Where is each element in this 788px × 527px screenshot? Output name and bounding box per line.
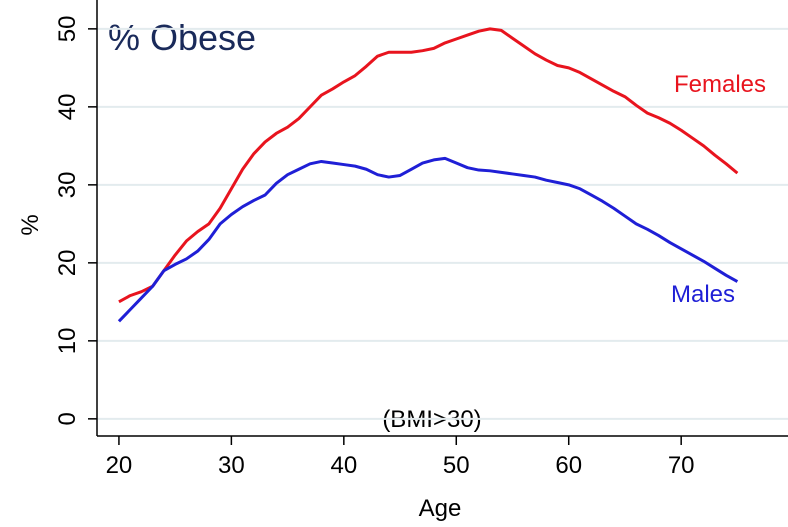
x-tick-label: 70 (668, 452, 695, 479)
y-axis-label: % (17, 214, 44, 235)
y-tick-label: 50 (54, 16, 81, 43)
line (117, 156, 739, 323)
y-tick-label: 40 (54, 94, 81, 121)
series-label: Males (671, 281, 735, 308)
x-tick-label: 20 (106, 452, 133, 479)
y-tick-label: 0 (54, 412, 81, 425)
x-tick-label: 60 (555, 452, 582, 479)
x-tick-label: 30 (218, 452, 245, 479)
y-tick-label: 30 (54, 171, 81, 198)
x-tick-label: 40 (330, 452, 357, 479)
y-tick-label: 20 (54, 249, 81, 276)
x-axis-label: Age (419, 495, 462, 522)
x-tick-label: 50 (443, 452, 470, 479)
line (118, 27, 739, 304)
y-tick-label: 10 (54, 327, 81, 354)
chart-title: % Obese (108, 17, 256, 58)
series-label: Females (674, 71, 766, 98)
